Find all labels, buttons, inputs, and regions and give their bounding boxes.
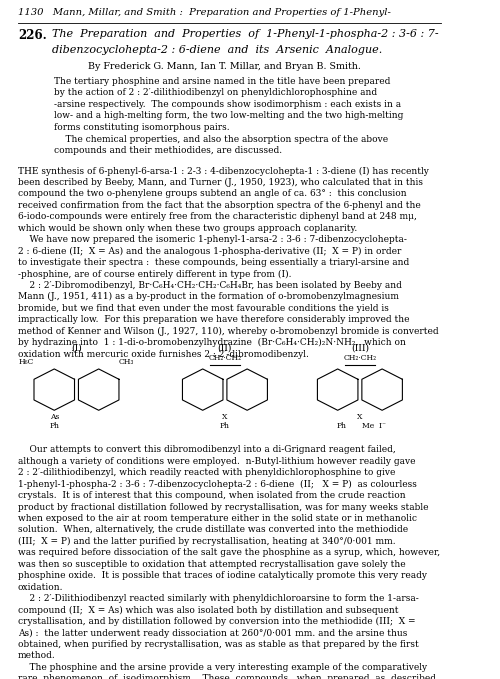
Text: The  Preparation  and  Properties  of  1-Phenyl-1-phospha-2 : 3-6 : 7-: The Preparation and Properties of 1-Phen…: [52, 29, 438, 39]
Text: 6-iodo-compounds were entirely free from the characteristic diphenyl band at 248: 6-iodo-compounds were entirely free from…: [18, 213, 417, 221]
Text: (II): (II): [218, 344, 232, 353]
Text: (III;  X = P) and the latter purified by recrystallisation, heating at 340°/0·00: (III; X = P) and the latter purified by …: [18, 537, 396, 546]
Text: oxidation with mercuric oxide furnishes 2 : 2′-dibromodibenzyl.: oxidation with mercuric oxide furnishes …: [18, 350, 309, 359]
Text: 1-phenyl-1-phospha-2 : 3-6 : 7-dibenzocyclohepta-2 : 6-diene  (II;   X = P)  as : 1-phenyl-1-phospha-2 : 3-6 : 7-dibenzocy…: [18, 479, 417, 489]
Text: low- and a high-melting form, the two low-melting and the two high-melting: low- and a high-melting form, the two lo…: [54, 111, 404, 120]
Text: (I): (I): [71, 344, 82, 353]
Text: crystals.  It is of interest that this compound, when isolated from the crude re: crystals. It is of interest that this co…: [18, 491, 406, 500]
Text: 2 : 2′-Dibromodibenzyl, Br·C₆H₄·CH₂·CH₂·C₆H₄Br, has been isolated by Beeby and: 2 : 2′-Dibromodibenzyl, Br·C₆H₄·CH₂·CH₂·…: [18, 281, 402, 290]
Text: product by fractional distillation followed by recrystallisation, was for many w: product by fractional distillation follo…: [18, 502, 428, 511]
Text: CH₂·CH₂: CH₂·CH₂: [208, 354, 242, 363]
Text: H₆C: H₆C: [19, 359, 34, 366]
Text: to investigate their spectra :  these compounds, being essentially a triaryl-ars: to investigate their spectra : these com…: [18, 258, 409, 267]
Text: Ph: Ph: [220, 422, 230, 430]
Text: CH₂·CH₂: CH₂·CH₂: [344, 354, 376, 363]
Text: dibenzocyclohepta-2 : 6-diene  and  its  Arsenic  Analogue.: dibenzocyclohepta-2 : 6-diene and its Ar…: [52, 45, 382, 55]
Text: The chemical properties, and also the absorption spectra of the above: The chemical properties, and also the ab…: [54, 134, 388, 144]
Text: compounds and their methiodides, are discussed.: compounds and their methiodides, are dis…: [54, 146, 282, 155]
Text: As: As: [50, 413, 59, 421]
Text: obtained, when purified by recrystallisation, was as stable as that prepared by : obtained, when purified by recrystallisa…: [18, 640, 418, 649]
Text: impractically low.  For this preparation we have therefore considerably improved: impractically low. For this preparation …: [18, 315, 409, 325]
Text: was then so susceptible to oxidation that attempted recrystallisation gave solel: was then so susceptible to oxidation tha…: [18, 559, 406, 569]
Text: 1130   Mann, Millar, and Smith :  Preparation and Properties of 1-Phenyl-: 1130 Mann, Millar, and Smith : Preparati…: [18, 8, 391, 17]
Text: CH₃: CH₃: [118, 359, 134, 366]
Text: Ph: Ph: [50, 422, 59, 430]
Text: was required before dissociation of the salt gave the phosphine as a syrup, whic: was required before dissociation of the …: [18, 549, 440, 557]
Text: -phosphine, are of course entirely different in type from (I).: -phosphine, are of course entirely diffe…: [18, 270, 291, 278]
Text: Mann (J., 1951, 411) as a by-product in the formation of o-bromobenzylmagnesium: Mann (J., 1951, 411) as a by-product in …: [18, 293, 399, 301]
Text: 226.: 226.: [18, 29, 46, 41]
Text: 2 : 2′-Dilithiodibenzyl reacted similarly with phenyldichloroarsine to form the : 2 : 2′-Dilithiodibenzyl reacted similarl…: [18, 594, 418, 603]
Text: As) :  the latter underwent ready dissociation at 260°/0·001 mm. and the arsine : As) : the latter underwent ready dissoci…: [18, 629, 407, 638]
Text: by hydrazine into  1 : 1-di-o-bromobenzylhydrazine  (Br·C₆H₄·CH₂)₂N·NH₂,  which : by hydrazine into 1 : 1-di-o-bromobenzyl…: [18, 338, 406, 347]
Text: by the action of 2 : 2′-dilithiodibenzyl on phenyldichlorophosphine and: by the action of 2 : 2′-dilithiodibenzyl…: [54, 88, 377, 97]
Text: rare  phenomenon  of  isodimorphism.   These  compounds,  when  prepared  as  de: rare phenomenon of isodimorphism. These …: [18, 674, 436, 679]
Text: The phosphine and the arsine provide a very interesting example of the comparati: The phosphine and the arsine provide a v…: [18, 663, 427, 672]
Text: Ph: Ph: [337, 422, 347, 430]
Text: By Frederick G. Mann, Ian T. Millar, and Bryan B. Smith.: By Frederick G. Mann, Ian T. Millar, and…: [88, 62, 362, 71]
Text: although a variety of conditions were employed.  n-Butyl-lithium however readily: although a variety of conditions were em…: [18, 457, 415, 466]
Text: X: X: [357, 413, 362, 421]
Text: compound the two o-phenylene groups subtend an angle of ca. 63° :  this conclusi: compound the two o-phenylene groups subt…: [18, 189, 406, 198]
Text: We have now prepared the isomeric 1-phenyl-1-arsa-2 : 3-6 : 7-dibenzocyclohepta-: We have now prepared the isomeric 1-phen…: [18, 235, 407, 244]
Text: (III): (III): [351, 344, 369, 353]
Text: 2 : 6-diene (II;  X = As) and the analogous 1-phospha-derivative (II;  X = P) in: 2 : 6-diene (II; X = As) and the analogo…: [18, 246, 402, 256]
Text: Me  I⁻: Me I⁻: [362, 422, 386, 430]
Text: 2 : 2′-dilithiodibenzyl, which readily reacted with phenyldichlorophosphine to g: 2 : 2′-dilithiodibenzyl, which readily r…: [18, 469, 396, 477]
Text: which would be shown only when these two groups approach coplanarity.: which would be shown only when these two…: [18, 223, 357, 233]
Text: phosphine oxide.  It is possible that traces of iodine catalytically promote thi: phosphine oxide. It is possible that tra…: [18, 571, 427, 581]
Text: compound (II;  X = As) which was also isolated both by distillation and subseque: compound (II; X = As) which was also iso…: [18, 606, 398, 614]
Text: THE synthesis of 6-phenyl-6-arsa-1 : 2-3 : 4-dibenzocyclohepta-1 : 3-diene (I) h: THE synthesis of 6-phenyl-6-arsa-1 : 2-3…: [18, 166, 429, 176]
Text: solution.  When, alternatively, the crude distillate was converted into the meth: solution. When, alternatively, the crude…: [18, 526, 408, 534]
Text: method of Kenner and Wilson (J., 1927, 110), whereby o-bromobenzyl bromide is co: method of Kenner and Wilson (J., 1927, 1…: [18, 327, 438, 336]
Text: been described by Beeby, Mann, and Turner (J., 1950, 1923), who calculated that : been described by Beeby, Mann, and Turne…: [18, 178, 423, 187]
Text: bromide, but we find that even under the most favourable conditions the yield is: bromide, but we find that even under the…: [18, 304, 389, 313]
Text: crystallisation, and by distillation followed by conversion into the methiodide : crystallisation, and by distillation fol…: [18, 617, 415, 626]
Text: received confirmation from the fact that the absorption spectra of the 6-phenyl : received confirmation from the fact that…: [18, 201, 420, 210]
Text: The tertiary phosphine and arsine named in the title have been prepared: The tertiary phosphine and arsine named …: [54, 77, 390, 86]
Text: Our attempts to convert this dibromodibenzyl into a di-Grignard reagent failed,: Our attempts to convert this dibromodibe…: [18, 445, 396, 454]
Text: forms constituting isomorphous pairs.: forms constituting isomorphous pairs.: [54, 123, 230, 132]
Text: method.: method.: [18, 651, 56, 660]
Text: X: X: [222, 413, 228, 421]
Text: when exposed to the air at room temperature either in the solid state or in meth: when exposed to the air at room temperat…: [18, 514, 417, 523]
Text: oxidation.: oxidation.: [18, 583, 64, 591]
Text: -arsine respectively.  The compounds show isodimorphism : each exists in a: -arsine respectively. The compounds show…: [54, 100, 401, 109]
